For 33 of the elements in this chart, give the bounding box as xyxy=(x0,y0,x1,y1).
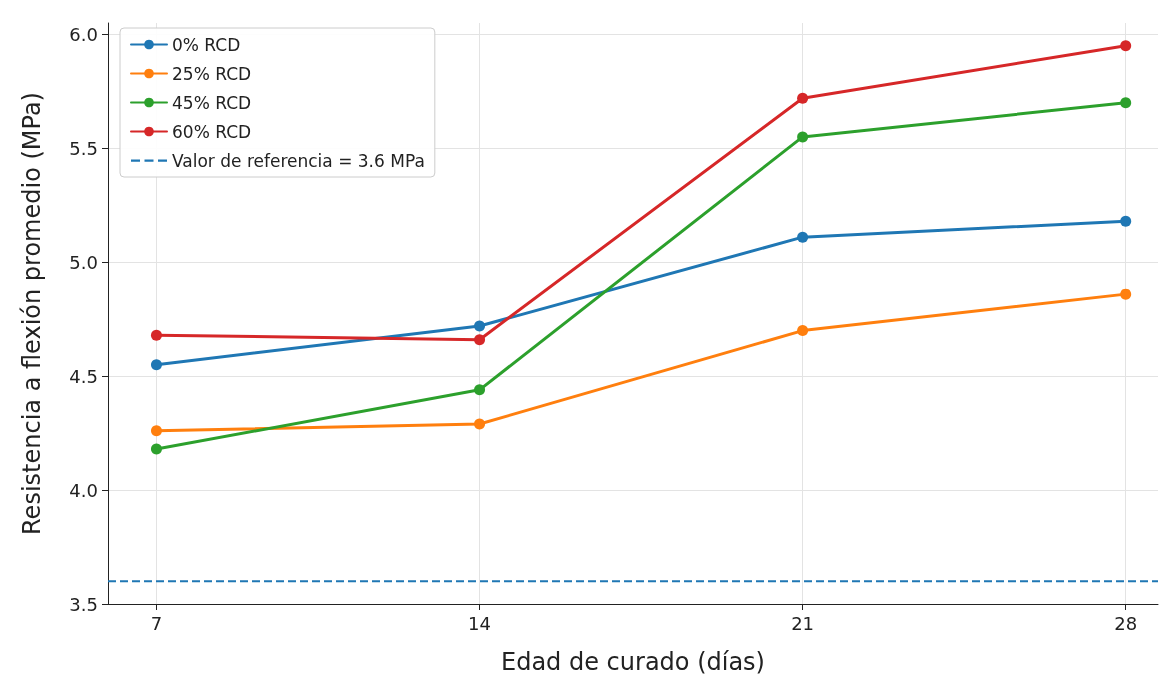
y-axis-title: Resistencia a flexión promedio (MPa) xyxy=(18,92,46,535)
x-tick-label: 28 xyxy=(1114,612,1138,634)
point xyxy=(474,334,486,346)
point xyxy=(150,425,162,437)
point xyxy=(1120,97,1132,109)
y-tick-label: 4.5 xyxy=(69,365,98,387)
y-tick-label: 6.0 xyxy=(69,23,98,45)
y-tick-label: 3.5 xyxy=(69,593,98,615)
point xyxy=(474,384,486,396)
legend-label: 45% RCD xyxy=(172,92,252,113)
x-tick-label: 7 xyxy=(150,612,163,634)
point xyxy=(474,320,486,332)
legend-label: 0% RCD xyxy=(172,34,241,55)
legend-label: 60% RCD xyxy=(172,121,252,142)
point xyxy=(1120,215,1132,227)
legend-label: 25% RCD xyxy=(172,63,252,84)
y-tick-label: 4.0 xyxy=(69,479,98,501)
point xyxy=(797,231,809,243)
point xyxy=(150,359,162,371)
point xyxy=(797,92,809,104)
x-tick-label: 14 xyxy=(468,612,491,634)
point xyxy=(797,131,809,143)
x-tick-label: 21 xyxy=(791,612,815,634)
point xyxy=(1120,288,1132,300)
point xyxy=(1120,40,1132,52)
y-tick-label: 5.5 xyxy=(69,137,98,159)
point xyxy=(150,443,162,455)
point xyxy=(474,418,486,430)
x-axis-title: Edad de curado (días) xyxy=(501,648,765,676)
y-tick-label: 5.0 xyxy=(69,251,98,273)
legend-label: Valor de referencia = 3.6 MPa xyxy=(172,150,425,171)
point xyxy=(797,325,809,337)
point xyxy=(150,329,162,341)
